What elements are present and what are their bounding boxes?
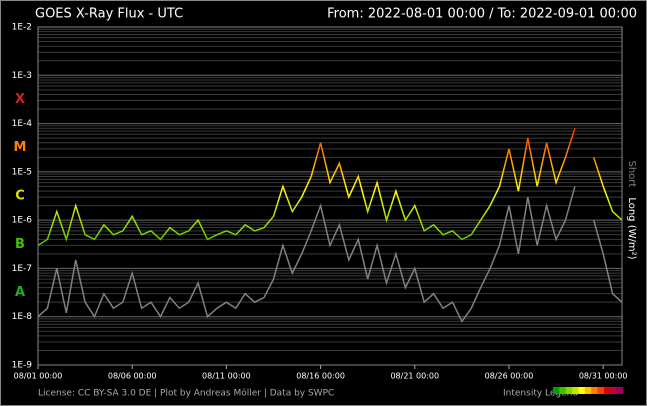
intensity-swatch <box>603 387 611 394</box>
x-tick-label: 08/11 00:00 <box>202 372 251 381</box>
x-tick-label: 08/06 00:00 <box>108 372 157 381</box>
intensity-swatch <box>553 387 560 394</box>
y-tick-label: 1E-2 <box>12 23 32 33</box>
series-line <box>37 186 576 323</box>
intensity-legend-label: Intensity Legend <box>503 389 578 399</box>
flare-class-label: B <box>15 237 25 252</box>
flare-class-label: A <box>15 285 25 300</box>
intensity-swatch <box>584 387 592 394</box>
intensity-swatch <box>616 387 624 394</box>
x-tick-label: 08/31 00:00 <box>579 372 628 381</box>
y-tick-label: 1E-7 <box>12 264 32 274</box>
intensity-swatch <box>591 387 598 394</box>
y-tick-label: 1E-8 <box>12 312 33 322</box>
y-tick-label: 1E-6 <box>12 216 33 226</box>
flare-class-label: M <box>14 140 27 155</box>
series-line <box>592 157 623 221</box>
y-tick-label: 1E-4 <box>12 119 33 129</box>
x-tick-label: 08/26 00:00 <box>485 372 534 381</box>
legend: Short Long (W/m²) <box>626 160 637 259</box>
date-range: From: 2022-08-01 00:00 / To: 2022-09-01 … <box>327 7 637 22</box>
footer: License: CC BY-SA 3.0 DE | Plot by Andre… <box>38 389 334 399</box>
chart-title: GOES X-Ray Flux - UTC <box>35 7 183 22</box>
intensity-swatch <box>559 387 567 394</box>
flare-class-label: C <box>15 189 25 204</box>
y-tick-label: 1E-9 <box>12 361 33 371</box>
intensity-swatch <box>572 387 579 394</box>
legend-entry: Long (W/m²) <box>626 197 637 259</box>
series-line <box>37 128 576 247</box>
plot-border <box>37 26 623 366</box>
y-tick-label: 1E-5 <box>12 167 32 177</box>
y-tick-label: 1E-3 <box>12 71 32 81</box>
flare-class-label: X <box>15 92 25 107</box>
legend-entry: Short <box>626 160 637 187</box>
series-line <box>592 219 623 303</box>
x-tick-label: 08/21 00:00 <box>390 372 439 381</box>
intensity-swatch <box>610 387 617 394</box>
x-tick-label: 08/01 00:00 <box>14 372 63 381</box>
x-tick-label: 08/16 00:00 <box>296 372 345 381</box>
intensity-swatch <box>565 387 573 394</box>
intensity-swatch <box>578 387 586 394</box>
intensity-swatch <box>597 387 605 394</box>
